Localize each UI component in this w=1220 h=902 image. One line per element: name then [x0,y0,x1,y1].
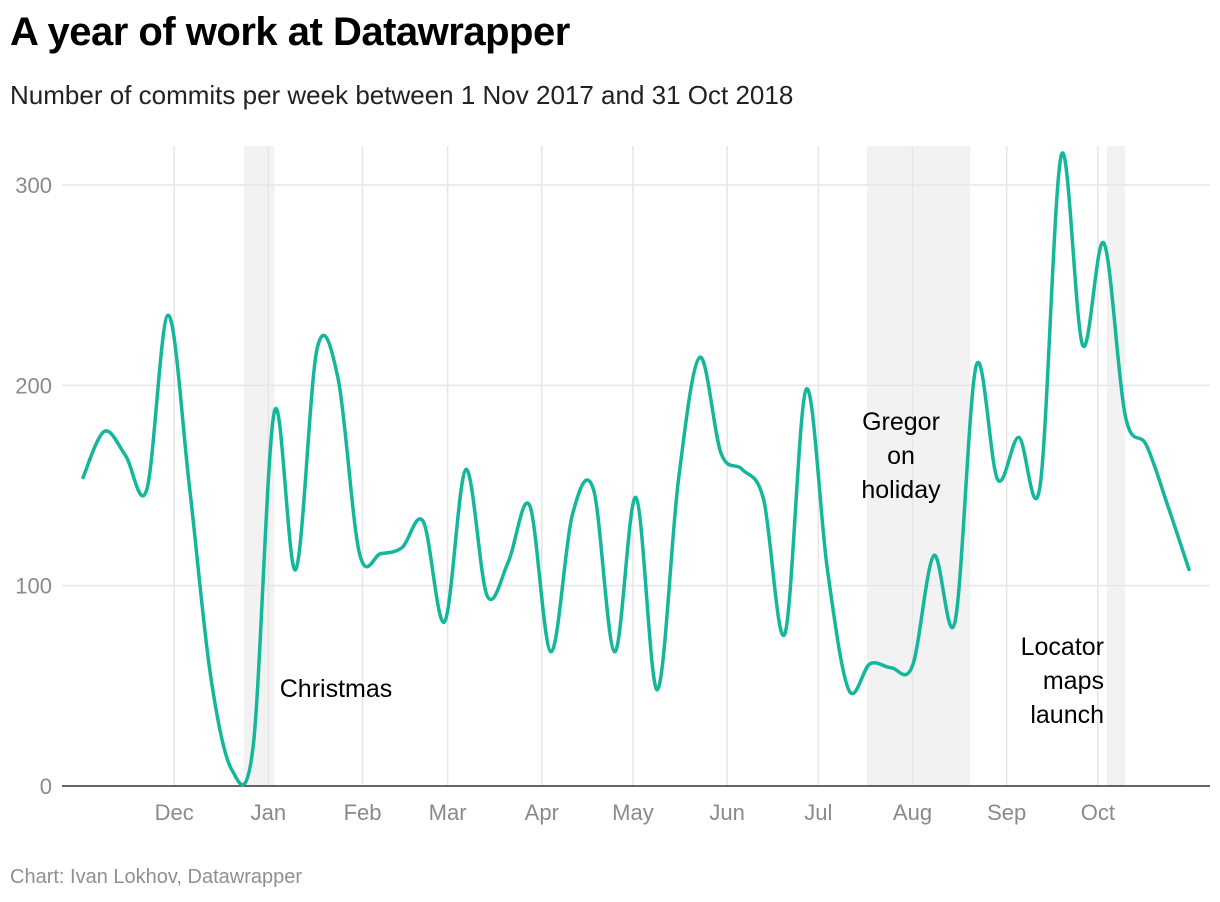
highlight-band [1106,146,1126,786]
x-tick-label: Jan [251,800,286,825]
x-axis-ticks: Dec Jan Feb Mar Apr May Jun Jul Aug Sep Oct [155,800,1115,825]
x-tick-label: May [612,800,654,825]
highlight-band [866,146,971,786]
y-tick-label: 0 [40,774,52,799]
y-axis-ticks: 0 100 200 300 [15,173,52,799]
annotations: Christmas Gregor on holiday Locator maps launc… [280,408,1104,729]
annotation-label: Gregor on holiday [861,408,941,504]
annotation-line: maps [1043,667,1104,695]
x-tick-label: Jun [709,800,744,825]
annotation-line: holiday [861,476,941,504]
annotation-line: Locator [1021,633,1104,661]
series-lines [81,151,1191,787]
annotation-line: on [887,442,915,470]
horizontal-gridlines [62,184,1210,587]
chart-source: Chart: Ivan Lokhov, Datawrapper [10,866,303,888]
annotation-line: Gregor [862,408,940,436]
x-tick-label: Apr [525,800,559,825]
x-tick-label: Aug [893,800,932,825]
x-tick-label: Jul [804,800,832,825]
x-tick-label: Sep [987,800,1026,825]
annotation-line: launch [1030,701,1104,729]
series-line [81,151,1191,787]
annotation-line: Christmas [280,675,393,703]
x-tick-label: Mar [429,800,467,825]
chart-subtitle: Number of commits per week between 1 Nov… [10,80,794,110]
y-tick-label: 200 [15,373,52,398]
y-tick-label: 300 [15,173,52,198]
x-tick-label: Oct [1081,800,1115,825]
x-tick-label: Dec [155,800,194,825]
annotation-label: Christmas [280,675,393,703]
y-tick-label: 100 [15,574,52,599]
annotation-label: Locator maps launch [1021,633,1104,729]
x-tick-label: Feb [344,800,382,825]
chart-title: A year of work at Datawrapper [10,10,570,54]
